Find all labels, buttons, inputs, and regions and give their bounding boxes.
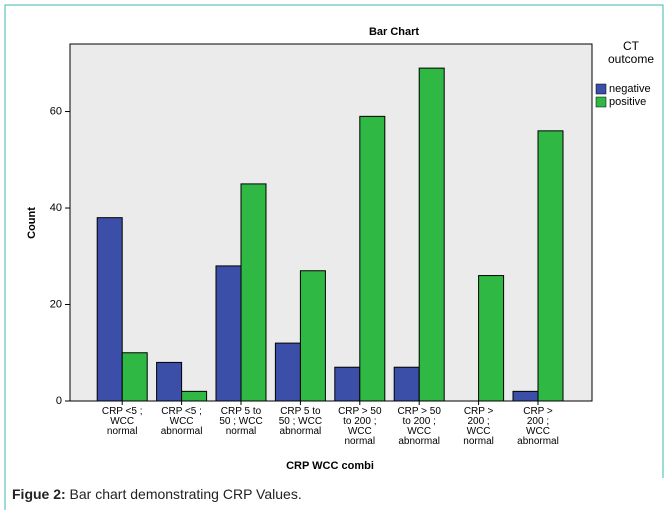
y-axis-label: Count xyxy=(26,207,38,239)
caption-text: Bar chart demonstrating CRP Values. xyxy=(65,486,302,502)
bar xyxy=(215,265,242,402)
y-tick-label: 20 xyxy=(50,298,62,310)
bar xyxy=(359,115,386,402)
legend-swatch xyxy=(595,83,607,95)
x-tick-label: CRP > 200 ; WCC abnormal xyxy=(517,406,559,447)
y-tick-label: 0 xyxy=(56,395,62,407)
x-tick-label: CRP > 50 to 200 ; WCC normal xyxy=(338,406,382,447)
bar xyxy=(121,352,148,402)
bar xyxy=(512,390,539,402)
chart-title: Bar Chart xyxy=(369,26,419,38)
bar xyxy=(240,183,267,402)
legend-label: positive xyxy=(609,96,646,108)
x-tick-label: CRP <5 ; WCC abnormal xyxy=(160,406,203,437)
x-tick-label: CRP 5 to 50 ; WCC normal xyxy=(219,406,263,437)
bar xyxy=(478,275,505,402)
x-axis-label: CRP WCC combi xyxy=(286,460,374,472)
legend-title: CT outcome xyxy=(607,39,655,66)
x-tick-label: CRP <5 ; WCC normal xyxy=(101,406,143,437)
x-tick-label: CRP > 50 to 200 ; WCC abnormal xyxy=(397,406,441,447)
frame xyxy=(4,4,664,510)
bar xyxy=(299,270,326,402)
bar xyxy=(334,366,361,402)
plot-area xyxy=(69,43,593,402)
legend-label: negative xyxy=(609,83,651,95)
x-tick-label: CRP > 200 ; WCC normal xyxy=(463,406,494,447)
y-tick-label: 60 xyxy=(50,105,62,117)
bar xyxy=(537,130,564,402)
caption: Figue 2: Bar chart demonstrating CRP Val… xyxy=(12,486,302,502)
y-tick-label: 40 xyxy=(50,202,62,214)
x-tick-label: CRP 5 to 50 ; WCC abnormal xyxy=(278,406,323,437)
bar xyxy=(393,366,420,402)
caption-label: Figue 2: xyxy=(12,486,66,502)
legend-swatch xyxy=(595,96,607,108)
bar xyxy=(156,361,183,402)
bar xyxy=(181,390,208,402)
bar xyxy=(96,217,123,402)
bar xyxy=(418,67,445,402)
bar xyxy=(274,342,301,402)
